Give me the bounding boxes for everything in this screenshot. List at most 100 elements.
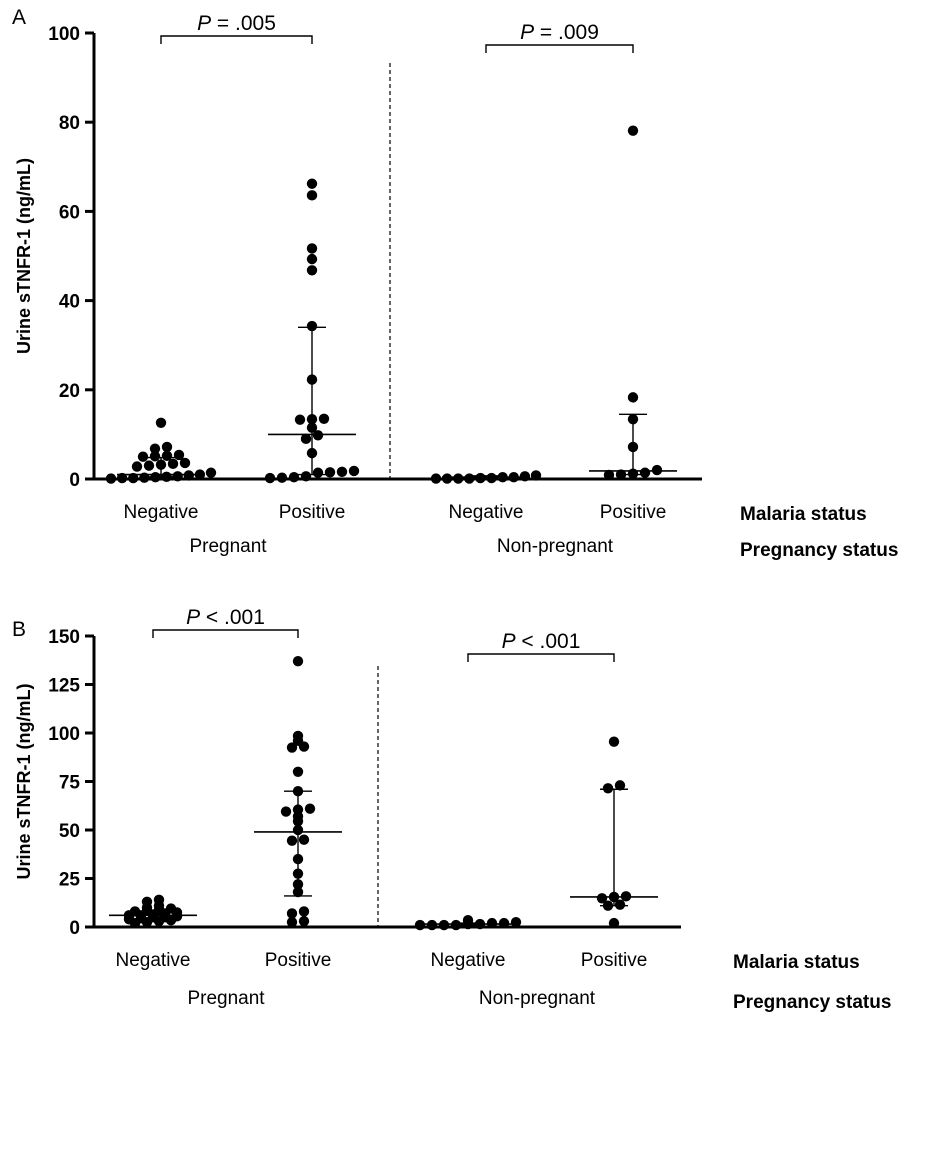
group-label: Non-pregnant — [497, 536, 614, 557]
data-point — [286, 742, 298, 753]
data-point — [300, 471, 312, 482]
data-point — [280, 806, 292, 817]
category-group: Positive — [570, 736, 658, 971]
data-point — [464, 473, 475, 484]
category-group: Positive — [264, 178, 360, 523]
data-point — [324, 467, 336, 478]
category-group: Negative — [430, 470, 542, 523]
category-label: Positive — [581, 950, 648, 971]
data-point — [519, 471, 531, 482]
y-tick-label: 60 — [59, 202, 80, 223]
data-point — [614, 899, 626, 910]
data-point — [486, 917, 498, 929]
category-label: Negative — [124, 502, 199, 523]
y-tick-label: 0 — [69, 470, 80, 491]
data-point — [438, 919, 450, 931]
p-value-symbol: P — [520, 21, 534, 44]
data-point — [149, 443, 161, 454]
data-point — [105, 473, 117, 484]
y-tick-label: 80 — [59, 113, 80, 134]
data-point — [286, 835, 298, 846]
category-label: Negative — [116, 950, 191, 971]
data-point — [286, 908, 298, 919]
y-tick-label: 100 — [48, 724, 80, 745]
category-group: Positive — [254, 656, 342, 971]
data-point — [336, 466, 348, 478]
category-group: Negative — [109, 894, 197, 971]
data-point — [596, 893, 608, 904]
data-point — [306, 253, 318, 265]
data-point — [128, 472, 139, 484]
panel-label: B — [12, 618, 26, 641]
data-point — [292, 656, 304, 667]
data-point — [348, 465, 360, 477]
significance-bracket — [467, 653, 615, 662]
p-value-label: P < .001 — [186, 606, 265, 629]
y-axis-label: Urine sTNFR-1 (ng/mL) — [14, 158, 34, 354]
data-point — [306, 265, 318, 276]
category-group: Negative — [105, 417, 217, 523]
data-point — [165, 915, 177, 926]
y-tick-label: 75 — [59, 773, 81, 794]
data-point — [306, 178, 318, 189]
data-point — [172, 471, 183, 482]
data-point — [155, 417, 167, 429]
panel-b: B 0 25 50 75 100 125 150 Urine sTNFR-1 (ng/mL) Ne… — [12, 606, 891, 1013]
data-point — [312, 467, 324, 478]
data-point — [143, 460, 155, 471]
data-point — [298, 834, 310, 845]
data-point — [149, 451, 161, 462]
p-value-symbol: P — [186, 606, 200, 629]
data-point — [453, 473, 464, 484]
data-point — [312, 430, 324, 441]
panel-a: A 0 20 40 60 80 100 Urine sTNFR-1 (ng/mL) Negati… — [12, 6, 898, 561]
y-tick-label: 150 — [48, 627, 80, 648]
significance-bracket — [485, 44, 634, 53]
data-point — [131, 461, 143, 472]
significance-bracket — [152, 629, 299, 638]
data-point — [129, 917, 141, 929]
data-point — [292, 766, 304, 777]
data-point — [141, 916, 153, 928]
data-point — [116, 472, 128, 484]
data-point — [441, 473, 453, 484]
p-value-text: < .001 — [200, 606, 265, 629]
data-point — [306, 320, 318, 332]
data-point — [306, 243, 318, 254]
data-point — [161, 441, 173, 453]
y-tick-label: 125 — [48, 676, 80, 697]
data-point — [639, 467, 651, 478]
data-point — [602, 783, 614, 794]
data-point — [498, 917, 510, 929]
panel-label: A — [12, 6, 26, 29]
data-point — [286, 916, 298, 928]
category-label: Negative — [449, 502, 524, 523]
data-point — [510, 916, 522, 928]
data-point — [318, 413, 330, 424]
data-point — [294, 414, 306, 425]
group-label: Non-pregnant — [479, 988, 596, 1009]
data-point — [298, 741, 310, 752]
malaria-status-label: Malaria status — [733, 952, 860, 973]
data-point — [430, 473, 442, 484]
data-point — [614, 780, 626, 791]
p-value-symbol: P — [502, 630, 516, 653]
category-label: Positive — [600, 502, 667, 523]
pregnancy-status-label: Pregnancy status — [733, 992, 891, 1013]
p-value-symbol: P — [197, 12, 211, 35]
data-point — [426, 919, 438, 931]
pregnancy-status-label: Pregnancy status — [740, 540, 898, 561]
data-point — [137, 451, 149, 462]
data-point — [608, 736, 620, 747]
data-point — [264, 472, 276, 484]
y-tick-label: 100 — [48, 24, 80, 45]
data-point — [414, 919, 426, 931]
data-point — [627, 125, 639, 136]
data-point — [603, 469, 615, 481]
data-point — [161, 450, 173, 462]
group-label: Pregnant — [187, 988, 265, 1009]
significance-bracket — [160, 35, 313, 44]
data-point — [651, 464, 663, 476]
p-value-text: = .009 — [534, 21, 599, 44]
